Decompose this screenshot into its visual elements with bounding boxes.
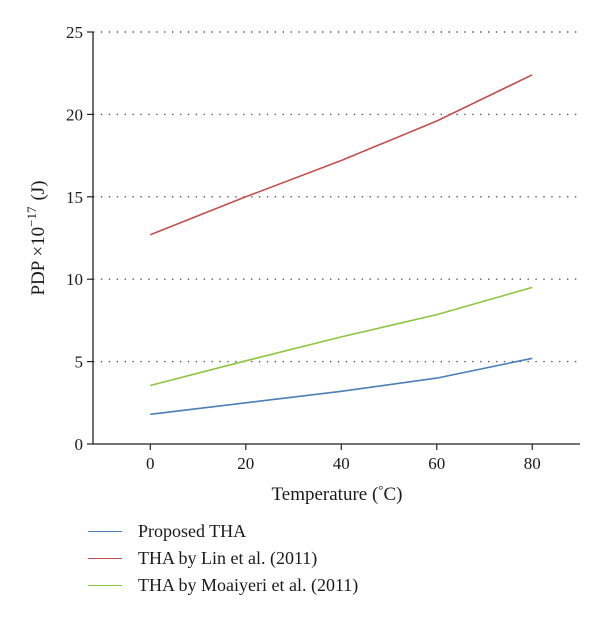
series-line-moaiyeri: [150, 286, 533, 387]
y-tick-label-0: 0: [75, 435, 84, 454]
legend-label-lin: THA by Lin et al. (2011): [138, 547, 318, 568]
legend-item-moaiyeri: THA by Moaiyeri et al. (2011): [88, 572, 358, 598]
x-axis-label-text: Temperature (: [271, 484, 378, 505]
series-line-proposed: [150, 357, 533, 416]
series-line-lin: [150, 74, 533, 236]
legend-swatch-lin: [88, 557, 122, 559]
legend-label-proposed: Proposed THA: [138, 520, 247, 541]
series-lines: [150, 74, 533, 416]
x-axis-label-degree: °: [378, 482, 383, 497]
x-axis-label-unit: C): [384, 484, 403, 505]
grid-lines: [93, 31, 580, 363]
x-tick-label-60: 60: [428, 454, 445, 473]
legend-item-proposed: Proposed THA: [88, 518, 358, 544]
legend-swatch-proposed: [88, 530, 122, 532]
x-tick-label-0: 0: [146, 454, 155, 473]
x-tick-label-40: 40: [333, 454, 350, 473]
legend-swatch-moaiyeri: [88, 584, 122, 586]
x-tick-label-80: 80: [524, 454, 541, 473]
y-tick-label-25: 25: [66, 23, 83, 42]
y-tick-label-15: 15: [66, 188, 83, 207]
y-tick-labels: 0 5 10 15 20 25: [66, 23, 83, 454]
x-axis-label: Temperature (°C): [271, 482, 402, 505]
y-axis-label-text: PDP ×10: [28, 227, 49, 296]
y-axis-label-exponent: −17: [24, 206, 39, 227]
y-tick-label-5: 5: [75, 353, 84, 372]
y-axis-label: PDP ×10−17 (J): [24, 180, 49, 295]
x-tick-labels: 0 20 40 60 80: [146, 454, 541, 473]
legend-item-lin: THA by Lin et al. (2011): [88, 545, 358, 571]
axes: [87, 31, 580, 450]
legend-label-moaiyeri: THA by Moaiyeri et al. (2011): [138, 574, 359, 595]
y-axis-label-unit: (J): [28, 180, 49, 200]
legend: Proposed THA THA by Lin et al. (2011) TH…: [88, 518, 358, 599]
x-tick-label-20: 20: [237, 454, 254, 473]
y-tick-label-10: 10: [66, 270, 83, 289]
y-tick-label-20: 20: [66, 105, 83, 124]
